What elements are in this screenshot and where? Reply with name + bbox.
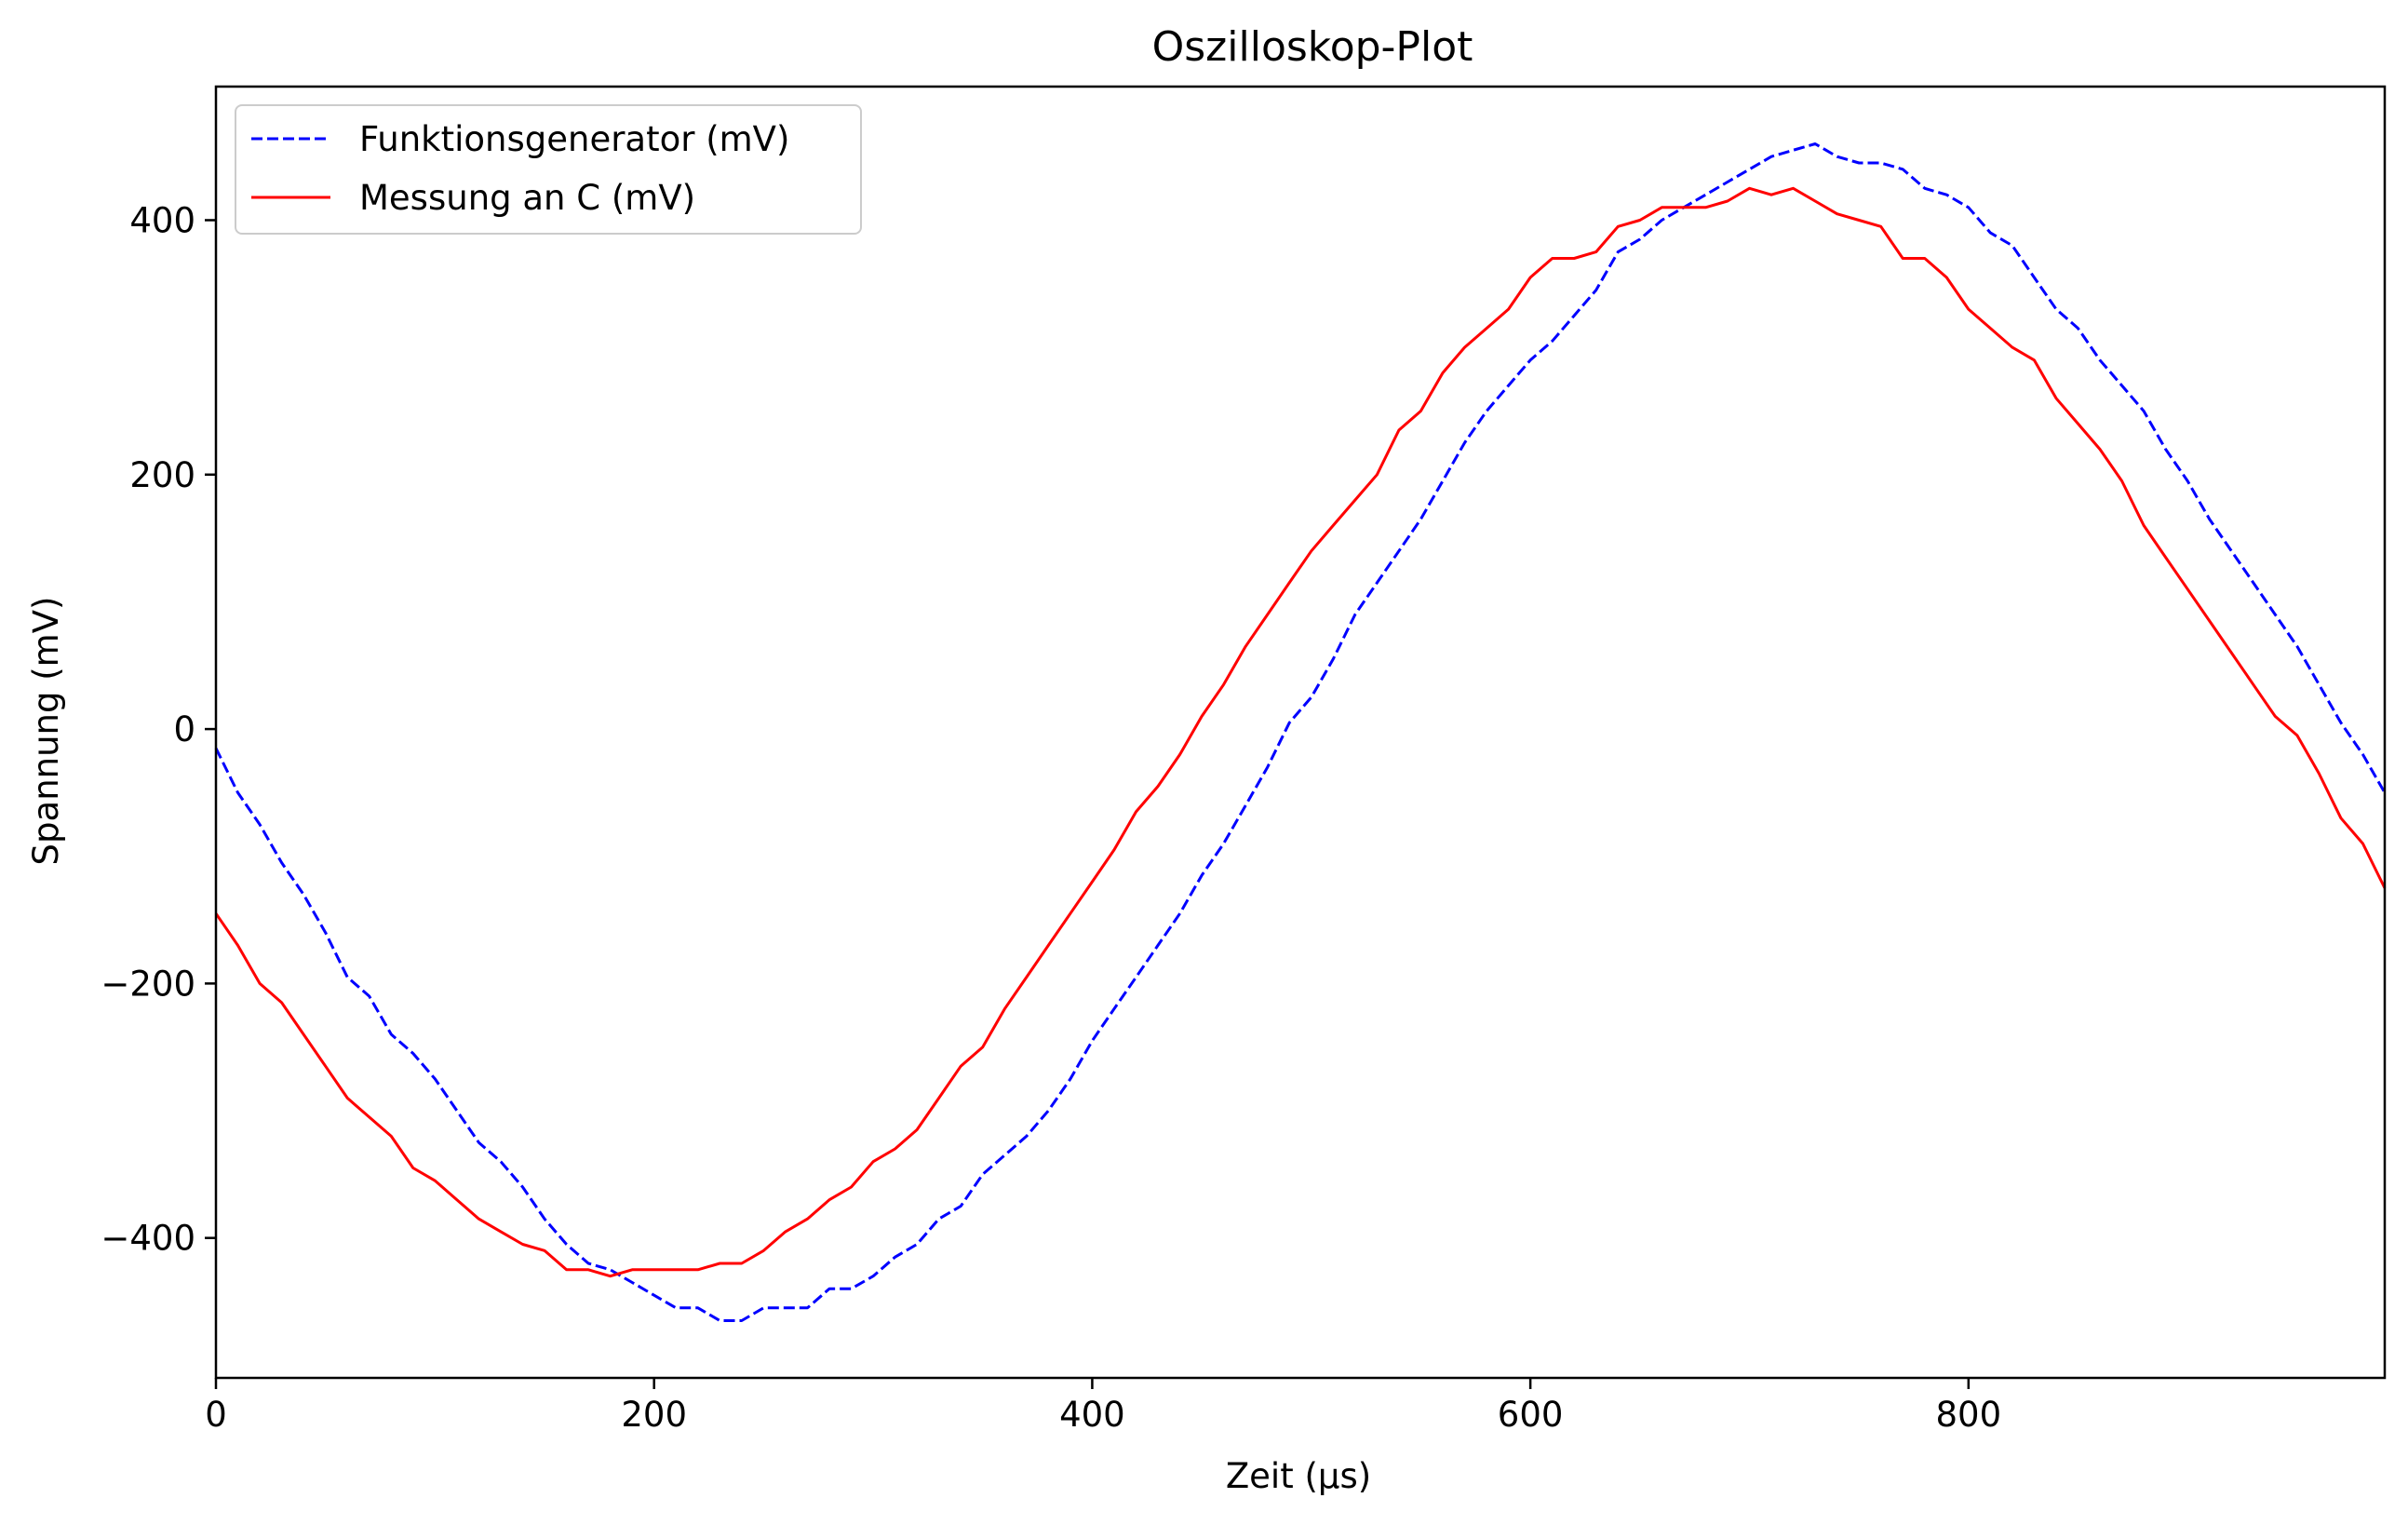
x-tick-label: 200 bbox=[621, 1395, 687, 1435]
x-axis-ticks: 0 200 400 600 800 bbox=[205, 1378, 2001, 1435]
y-tick-label: 400 bbox=[129, 200, 195, 240]
y-axis-ticks: 400 200 0 −200 −400 bbox=[101, 200, 216, 1259]
y-tick-label: −200 bbox=[101, 964, 195, 1004]
x-tick-label: 400 bbox=[1059, 1395, 1125, 1435]
y-axis-label: Spannung (mV) bbox=[26, 597, 66, 866]
series-line-messung bbox=[214, 186, 2387, 1278]
x-tick-label: 600 bbox=[1498, 1395, 1564, 1435]
x-tick-label: 800 bbox=[1936, 1395, 2002, 1435]
x-axis-label: Zeit (µs) bbox=[1226, 1456, 1371, 1496]
chart-title: Oszilloskop-Plot bbox=[1152, 23, 1473, 71]
y-tick-label: 0 bbox=[173, 709, 195, 749]
series-line-funktionsgenerator bbox=[214, 142, 2387, 1322]
y-tick-label: 200 bbox=[129, 455, 195, 495]
plot-lines bbox=[214, 142, 2387, 1322]
legend: Funktionsgenerator (mV) Messung an C (mV… bbox=[235, 104, 862, 235]
x-tick-label: 0 bbox=[205, 1395, 227, 1435]
legend-label-messung: Messung an C (mV) bbox=[359, 178, 695, 218]
plot-frame bbox=[214, 85, 2387, 1380]
y-tick-label: −400 bbox=[101, 1219, 195, 1259]
legend-box bbox=[235, 104, 862, 235]
legend-label-funktionsgenerator: Funktionsgenerator (mV) bbox=[359, 119, 789, 159]
